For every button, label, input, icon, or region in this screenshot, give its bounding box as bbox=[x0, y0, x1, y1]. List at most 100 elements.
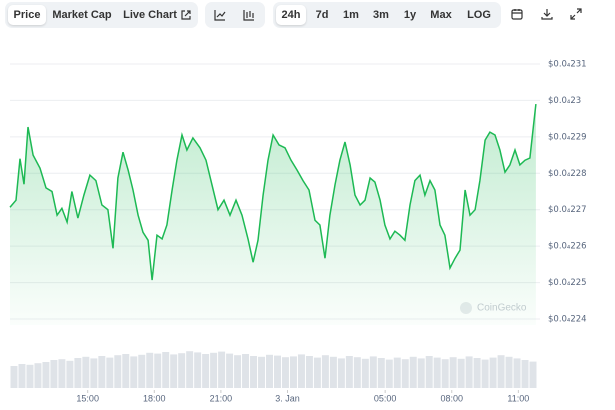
type-group bbox=[205, 2, 265, 28]
range-button[interactable]: 3m bbox=[373, 9, 389, 21]
volume-bar bbox=[122, 354, 130, 388]
x-tick-label: 15:00 bbox=[76, 393, 99, 403]
volume-bar bbox=[369, 356, 377, 388]
volume-bar bbox=[329, 356, 337, 388]
y-tick-label: $0.0₄227 bbox=[548, 205, 587, 215]
volume-bar bbox=[409, 356, 417, 388]
volume-bar bbox=[250, 356, 258, 388]
volume-bar bbox=[481, 359, 489, 388]
volume-bar bbox=[82, 356, 90, 388]
volume-bar bbox=[513, 358, 521, 388]
volume-bar bbox=[234, 355, 242, 388]
range-button[interactable]: 7d bbox=[315, 9, 329, 21]
volume-bar bbox=[10, 366, 18, 388]
volume-bar bbox=[162, 352, 170, 388]
volume-bar bbox=[473, 358, 481, 388]
download-icon[interactable] bbox=[541, 8, 553, 20]
volume-bar bbox=[226, 353, 234, 388]
candle-icon[interactable] bbox=[243, 9, 255, 21]
volume-bar bbox=[194, 352, 202, 388]
volume-bar bbox=[337, 358, 345, 388]
volume-bar bbox=[297, 354, 305, 388]
volume-bar bbox=[321, 355, 329, 388]
volume-bar bbox=[274, 355, 281, 388]
volume-bar bbox=[34, 363, 42, 388]
volume-bar bbox=[417, 358, 425, 388]
volume-bar bbox=[186, 351, 194, 388]
volume-bar bbox=[401, 359, 409, 388]
volume-bar bbox=[281, 357, 289, 388]
volume-bar bbox=[170, 354, 178, 388]
x-tick-label: 21:00 bbox=[210, 393, 233, 403]
x-tick-label: 08:00 bbox=[440, 393, 463, 403]
range-button[interactable]: Max bbox=[430, 9, 452, 21]
volume-bar bbox=[258, 356, 266, 388]
x-tick-label: 3. Jan bbox=[275, 393, 300, 403]
x-tick-label: 05:00 bbox=[374, 393, 397, 403]
volume-bar bbox=[505, 356, 513, 388]
y-tick-label: $0.0₄231 bbox=[548, 60, 587, 70]
volume-bar bbox=[521, 360, 529, 388]
y-tick-label: $0.0₄224 bbox=[548, 315, 587, 325]
volume-bar bbox=[106, 357, 114, 388]
volume-bar bbox=[26, 364, 34, 388]
watermark: CoinGecko bbox=[477, 303, 527, 314]
volume-bar bbox=[114, 355, 122, 388]
volume-bar bbox=[345, 356, 353, 388]
y-tick-label: $0.0₄23 bbox=[548, 96, 581, 106]
volume-bar bbox=[497, 355, 505, 388]
range-button[interactable]: 1y bbox=[403, 9, 417, 21]
line-icon[interactable] bbox=[214, 9, 226, 21]
volume-bar bbox=[266, 354, 273, 388]
volume-bar bbox=[385, 359, 393, 388]
volume-bar bbox=[449, 357, 457, 388]
volume-bar bbox=[90, 358, 98, 388]
volume-bar bbox=[289, 356, 297, 388]
volume-bar bbox=[305, 356, 313, 388]
volume-bar bbox=[361, 358, 369, 388]
volume-bar bbox=[313, 357, 321, 388]
calendar-icon[interactable] bbox=[511, 8, 523, 20]
volume-bar bbox=[50, 360, 58, 388]
y-tick-label: $0.0₄228 bbox=[548, 169, 587, 179]
range-button[interactable]: 24h bbox=[276, 5, 306, 25]
volume-bar bbox=[74, 358, 82, 388]
volume-bar bbox=[465, 356, 473, 388]
volume-bar bbox=[393, 357, 401, 388]
log-button[interactable]: LOG bbox=[467, 9, 491, 21]
volume-bar bbox=[457, 358, 465, 388]
volume-bar bbox=[433, 357, 441, 388]
volume-bar bbox=[154, 353, 162, 388]
volume-bar bbox=[178, 353, 186, 388]
y-tick-label: $0.0₄226 bbox=[548, 242, 587, 252]
y-tick-label: $0.0₄229 bbox=[548, 132, 587, 142]
price-line bbox=[9, 104, 537, 281]
external-icon bbox=[181, 10, 191, 20]
volume-bar bbox=[66, 360, 74, 388]
volume-bar bbox=[529, 361, 537, 388]
volume-bar bbox=[425, 356, 433, 388]
live-chart-button[interactable]: Live Chart bbox=[123, 9, 177, 21]
watermark-logo bbox=[460, 302, 472, 314]
volume-bar bbox=[218, 351, 226, 388]
volume-bar bbox=[42, 362, 50, 388]
y-tick-label: $0.0₄225 bbox=[548, 278, 587, 288]
volume-bar bbox=[146, 352, 154, 388]
volume-bar bbox=[242, 354, 250, 388]
volume-bar bbox=[353, 357, 361, 388]
view-group: Price Market Cap Live Chart bbox=[5, 2, 198, 28]
volume-bar bbox=[58, 359, 66, 388]
expand-icon[interactable] bbox=[570, 8, 582, 20]
price-button[interactable]: Price bbox=[8, 5, 46, 25]
range-button[interactable]: 1m bbox=[343, 9, 359, 21]
volume-bar bbox=[377, 358, 385, 388]
volume-bar bbox=[98, 356, 106, 388]
market-cap-button[interactable]: Market Cap bbox=[52, 9, 112, 21]
range-group: 24h 7d 1m 3m 1y Max LOG bbox=[273, 2, 501, 28]
x-tick-label: 11:00 bbox=[507, 393, 529, 403]
volume-bar bbox=[18, 364, 26, 388]
volume-bar bbox=[210, 352, 218, 388]
x-tick-label: 18:00 bbox=[143, 393, 166, 403]
